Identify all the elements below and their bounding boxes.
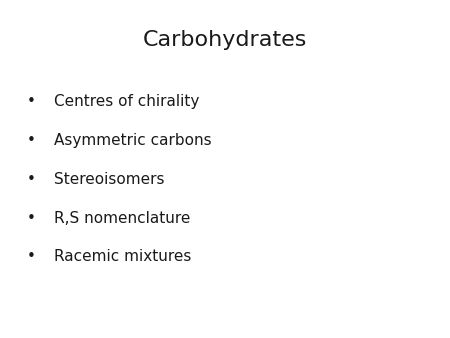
Text: R,S nomenclature: R,S nomenclature xyxy=(54,211,190,225)
Text: Stereoisomers: Stereoisomers xyxy=(54,172,165,187)
Text: •: • xyxy=(27,172,36,187)
Text: •: • xyxy=(27,94,36,109)
Text: Asymmetric carbons: Asymmetric carbons xyxy=(54,133,212,148)
Text: Carbohydrates: Carbohydrates xyxy=(143,30,307,50)
Text: Centres of chirality: Centres of chirality xyxy=(54,94,199,109)
Text: •: • xyxy=(27,249,36,264)
Text: •: • xyxy=(27,133,36,148)
Text: Racemic mixtures: Racemic mixtures xyxy=(54,249,191,264)
Text: •: • xyxy=(27,211,36,225)
